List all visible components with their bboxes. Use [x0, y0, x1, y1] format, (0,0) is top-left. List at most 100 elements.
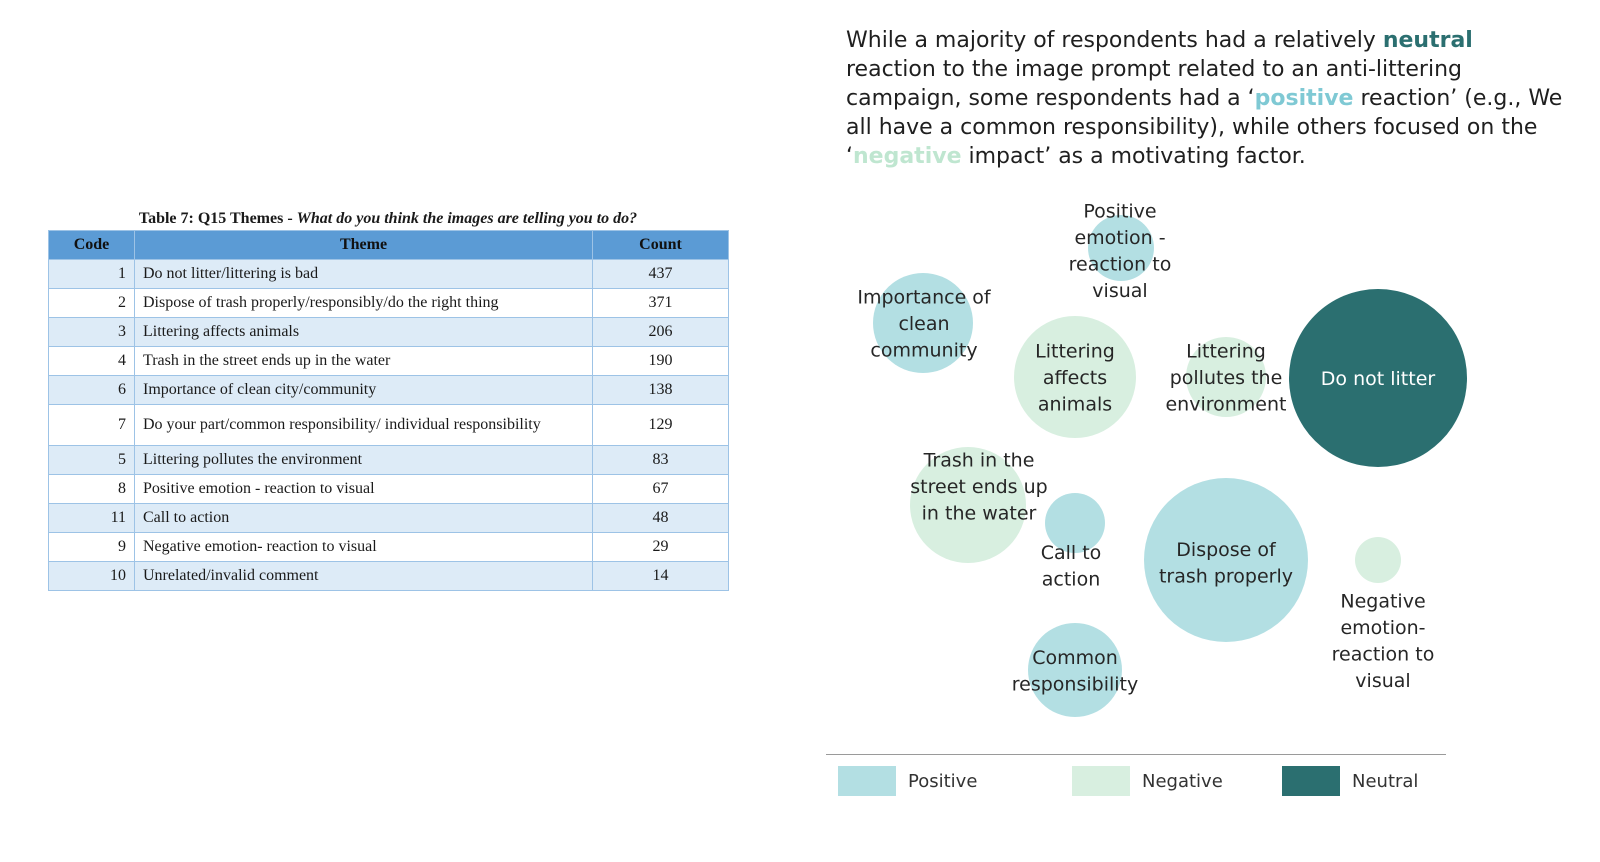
bubble-label-line: Negative — [1340, 590, 1425, 612]
bubble-label-line: Positive — [1083, 200, 1156, 222]
bubble-label-line: reaction to — [1069, 253, 1172, 275]
cell-theme: Importance of clean city/community — [134, 375, 593, 405]
legend-label-negative: Negative — [1142, 770, 1223, 792]
bubble-1 — [1144, 478, 1308, 642]
cell-count: 14 — [592, 561, 729, 591]
bubble-label-line: Littering — [1186, 341, 1266, 363]
cell-theme: Trash in the street ends up in the water — [134, 346, 593, 376]
bubble-label-5: Common responsibility — [1012, 647, 1138, 696]
table-row: 10 Unrelated/invalid comment 14 — [48, 561, 729, 591]
table-row: 9 Negative emotion- reaction to visual 29 — [48, 532, 729, 562]
table-caption-prefix: Table 7: Q15 Themes - — [138, 210, 297, 227]
cell-theme: Littering affects animals — [134, 317, 593, 347]
bubble-5 — [1028, 623, 1122, 717]
cell-theme: Call to action — [134, 503, 593, 533]
cell-code: 5 — [48, 445, 135, 475]
table-header-row: Code Theme Count — [48, 230, 729, 260]
intro-text-3: reaction’ (e.g., We all have a common re… — [846, 86, 1563, 169]
bubble-label-2: Littering affects animals — [1035, 341, 1115, 416]
bubble-4 — [873, 273, 973, 373]
bubble-label-line: Common — [1032, 647, 1118, 669]
bubble-label-line: Importance of — [857, 287, 992, 309]
intro-neutral-word: neutral — [1382, 28, 1473, 53]
cell-theme: Do your part/common responsibility/ indi… — [134, 404, 593, 446]
bubble-label-1: Dispose of trash properly — [1159, 539, 1293, 588]
cell-code: 10 — [48, 561, 135, 591]
bubble-7 — [1088, 215, 1154, 281]
cell-code: 2 — [48, 288, 135, 318]
intro-text-4: impact’ as a motivating factor. — [961, 144, 1306, 169]
legend-item-neutral: Neutral — [1282, 766, 1418, 796]
table-row: 3 Littering affects animals 206 — [48, 317, 729, 347]
bubble-label-line: responsibility — [1012, 673, 1138, 695]
bubble-label-line: Call to — [1041, 542, 1102, 564]
intro-negative-word: negative — [853, 144, 962, 169]
cell-count: 138 — [592, 375, 729, 405]
legend-swatch-neutral — [1282, 766, 1340, 796]
bubble-label-line: emotion - — [1074, 227, 1165, 249]
cell-code: 9 — [48, 532, 135, 562]
bubble-3 — [910, 447, 1026, 563]
cell-code: 1 — [48, 259, 135, 289]
bubble-label-6: Littering pollutes the environment — [1165, 341, 1286, 416]
cell-theme: Negative emotion- reaction to visual — [134, 532, 593, 562]
table-body: 1 Do not litter/littering is bad 437 2 Dispo… — [48, 259, 729, 591]
legend-label-neutral: Neutral — [1352, 770, 1419, 792]
table-row: 7 Do your part/common responsibility/ ind… — [48, 404, 729, 446]
cell-code: 6 — [48, 375, 135, 405]
bubble-label-line: Littering — [1035, 341, 1115, 363]
bubble-label-8: Call to action — [1041, 542, 1102, 591]
intro-text-1: While a majority of respondents had a re… — [846, 28, 1383, 53]
bubble-label-9: Negative emotion-reaction to visual — [1332, 590, 1435, 692]
legend-swatch-positive — [838, 766, 896, 796]
themes-table: Code Theme Count 1 Do not litter/litterin… — [48, 230, 729, 591]
bubble-label-0: Do not litter — [1321, 368, 1436, 390]
bubble-8 — [1045, 493, 1105, 553]
header-theme: Theme — [134, 230, 593, 260]
cell-count: 129 — [592, 404, 729, 446]
cell-theme: Do not litter/littering is bad — [134, 259, 593, 289]
table-row: 6 Importance of clean city/community 138 — [48, 375, 729, 405]
legend-swatch-negative — [1072, 766, 1130, 796]
bubble-label-line: Dispose of — [1176, 539, 1277, 561]
bubble-9 — [1355, 537, 1401, 583]
bubble-0 — [1289, 289, 1467, 467]
cell-code: 3 — [48, 317, 135, 347]
cell-count: 437 — [592, 259, 729, 289]
bubble-label-line: Do not litter — [1321, 368, 1436, 390]
table-row: 4 Trash in the street ends up in the wate… — [48, 346, 729, 376]
cell-code: 4 — [48, 346, 135, 376]
cell-count: 29 — [592, 532, 729, 562]
bubble-label-line: trash properly — [1159, 565, 1293, 587]
bubble-label-line: community — [870, 340, 977, 362]
cell-count: 67 — [592, 474, 729, 504]
cell-count: 190 — [592, 346, 729, 376]
table-caption-question: What do you think the images are telling… — [296, 210, 638, 227]
table-row: 11 Call to action 48 — [48, 503, 729, 533]
cell-count: 206 — [592, 317, 729, 347]
cell-theme: Unrelated/invalid comment — [134, 561, 593, 591]
cell-code: 11 — [48, 503, 135, 533]
bubble-label-line: street ends up — [910, 476, 1047, 498]
bubble-label-line: pollutes the — [1170, 367, 1283, 389]
intro-positive-word: positive — [1254, 86, 1354, 111]
bubble-6 — [1186, 337, 1266, 417]
legend-item-positive: Positive — [838, 766, 977, 796]
bubble-label-7: Positive emotion - reaction to visual — [1069, 200, 1172, 302]
intro-paragraph: While a majority of respondents had a re… — [846, 26, 1566, 171]
cell-theme: Positive emotion - reaction to visual — [134, 474, 593, 504]
themes-table-section: Table 7: Q15 Themes - What do you think … — [48, 210, 729, 591]
bubble-label-line: animals — [1038, 394, 1112, 416]
bubble-label-line: visual — [1355, 670, 1410, 692]
table-row: 8 Positive emotion - reaction to visual 67 — [48, 474, 729, 504]
table-row: 2 Dispose of trash properly/responsibly/d… — [48, 288, 729, 318]
intro-text-2: reaction to the image prompt related to … — [846, 57, 1462, 111]
bubble-2 — [1014, 316, 1136, 438]
header-code: Code — [48, 230, 135, 260]
table-row: 1 Do not litter/littering is bad 437 — [48, 259, 729, 289]
header-count: Count — [592, 230, 729, 260]
bubble-label-line: environment — [1165, 394, 1286, 416]
cell-code: 7 — [48, 404, 135, 446]
bubble-label-line: in the water — [922, 503, 1037, 525]
